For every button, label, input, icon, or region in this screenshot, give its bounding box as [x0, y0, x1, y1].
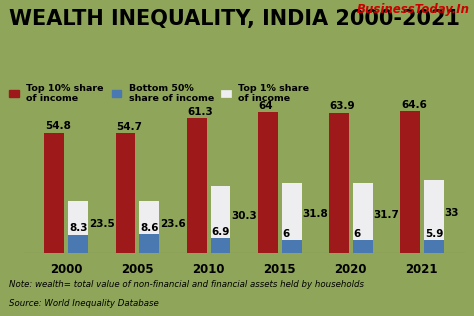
Bar	[400, 111, 420, 253]
Text: 64: 64	[259, 101, 273, 111]
Bar	[353, 183, 373, 253]
Bar	[68, 234, 88, 253]
Bar	[424, 180, 444, 253]
Bar	[187, 118, 207, 253]
Bar	[258, 112, 278, 253]
Bar	[424, 240, 444, 253]
Text: 64.6: 64.6	[401, 100, 427, 110]
Bar	[329, 112, 349, 253]
Bar	[139, 201, 159, 253]
Text: 33: 33	[445, 208, 459, 218]
Text: Note: wealth= total value of non-financial and financial assets held by househol: Note: wealth= total value of non-financi…	[9, 280, 365, 289]
Bar	[116, 133, 136, 253]
Text: 63.9: 63.9	[330, 101, 356, 112]
Text: 54.8: 54.8	[46, 121, 71, 131]
Text: 31.7: 31.7	[374, 210, 400, 220]
Legend: Top 10% share
of income, Bottom 50%
share of income, Top 1% share
of income: Top 10% share of income, Bottom 50% shar…	[9, 84, 310, 103]
Text: 6: 6	[354, 228, 361, 239]
Text: 54.7: 54.7	[117, 122, 143, 132]
Text: 61.3: 61.3	[188, 107, 213, 117]
Text: 8.3: 8.3	[69, 223, 88, 234]
Text: 23.6: 23.6	[160, 219, 186, 229]
Text: 30.3: 30.3	[231, 211, 257, 221]
Bar	[45, 132, 64, 253]
Bar	[210, 186, 230, 253]
Bar	[353, 240, 373, 253]
Bar	[282, 240, 301, 253]
Text: BusinessToday.In: BusinessToday.In	[356, 3, 469, 16]
Text: 6: 6	[283, 228, 290, 239]
Text: 23.5: 23.5	[89, 219, 115, 229]
Text: 31.8: 31.8	[302, 210, 328, 219]
Text: Source: World Inequality Database: Source: World Inequality Database	[9, 299, 159, 307]
Bar	[210, 238, 230, 253]
Text: 5.9: 5.9	[425, 229, 443, 239]
Text: 6.9: 6.9	[211, 227, 230, 237]
Text: WEALTH INEQUALITY, INDIA 2000-2021: WEALTH INEQUALITY, INDIA 2000-2021	[9, 9, 460, 29]
Bar	[68, 201, 88, 253]
Bar	[282, 183, 301, 253]
Bar	[139, 234, 159, 253]
Text: 8.6: 8.6	[140, 223, 159, 233]
